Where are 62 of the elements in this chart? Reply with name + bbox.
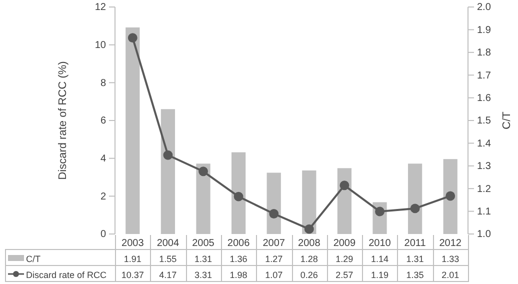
point [304, 224, 314, 234]
y-tick-label: 0 [100, 229, 106, 240]
data-label: 1.31 [194, 254, 212, 264]
data-label: 10.37 [121, 270, 144, 280]
legend-label: Discard rate of RCC [26, 270, 108, 280]
point [198, 166, 208, 176]
x-tick-label: 2009 [333, 238, 356, 249]
data-label: 1.19 [370, 270, 389, 280]
x-tick-label: 2012 [439, 238, 462, 249]
y-tick-label: 10 [94, 40, 106, 52]
point [163, 150, 173, 160]
point [269, 209, 279, 218]
data-label: 1.33 [442, 254, 460, 264]
point [128, 33, 138, 43]
y-tick-label: 8 [100, 78, 106, 89]
data-label: 2.57 [336, 270, 354, 280]
y2-tick-label: 1.4 [477, 138, 492, 150]
x-tick-label: 2011 [404, 238, 426, 249]
point [410, 204, 420, 214]
point [375, 206, 384, 216]
data-label: 4.17 [159, 270, 177, 280]
y2-tick-label: 1.9 [477, 24, 492, 36]
y2-tick-label: 1.0 [477, 229, 492, 240]
x-tick-label: 2005 [192, 238, 215, 249]
data-label: 1.91 [124, 254, 142, 264]
y-tick-label: 2 [100, 191, 106, 202]
y-tick-label: 4 [100, 154, 106, 165]
y2-tick-label: 1.1 [477, 206, 492, 218]
point [340, 180, 350, 190]
x-tick-label: 2004 [156, 238, 180, 249]
x-tick-label: 2007 [262, 238, 286, 249]
data-label: 1.28 [300, 254, 318, 264]
x-tick-label: 2008 [298, 238, 321, 249]
data-label: 1.35 [406, 270, 424, 280]
y2-tick-label: 1.3 [477, 161, 492, 172]
data-label: 1.36 [230, 254, 248, 264]
y-tick-label: 12 [94, 2, 106, 14]
y2-tick-label: 1.2 [477, 184, 492, 195]
y2-tick-label: 1.6 [477, 93, 492, 104]
legend-label: C/T [26, 254, 41, 264]
data-label: 1.98 [230, 270, 248, 280]
data-label: 1.55 [159, 254, 177, 264]
y2-tick-label: 1.7 [477, 70, 492, 82]
data-label: 1.31 [406, 254, 424, 264]
data-label: 3.31 [194, 270, 212, 280]
y-tick-label: 6 [100, 116, 106, 127]
data-label: 1.07 [265, 270, 283, 280]
data-label: 1.14 [370, 254, 389, 264]
data-label: 1.27 [265, 254, 283, 264]
x-tick-label: 2010 [368, 238, 392, 249]
y2-tick-label: 1.5 [477, 116, 492, 127]
point [234, 192, 244, 202]
x-tick-label: 2006 [227, 238, 250, 249]
y2-tick-label: 2.0 [477, 2, 492, 14]
data-label: 0.26 [300, 270, 318, 280]
y2-tick-label: 1.8 [477, 48, 492, 59]
data-label: 2.01 [442, 270, 460, 280]
data-label: 1.29 [336, 254, 354, 264]
x-tick-label: 2003 [122, 238, 144, 249]
point [446, 191, 456, 201]
y-axis-title: Discard rate of RCC (%) [57, 61, 69, 180]
y2-axis-title: C/T [501, 111, 513, 130]
